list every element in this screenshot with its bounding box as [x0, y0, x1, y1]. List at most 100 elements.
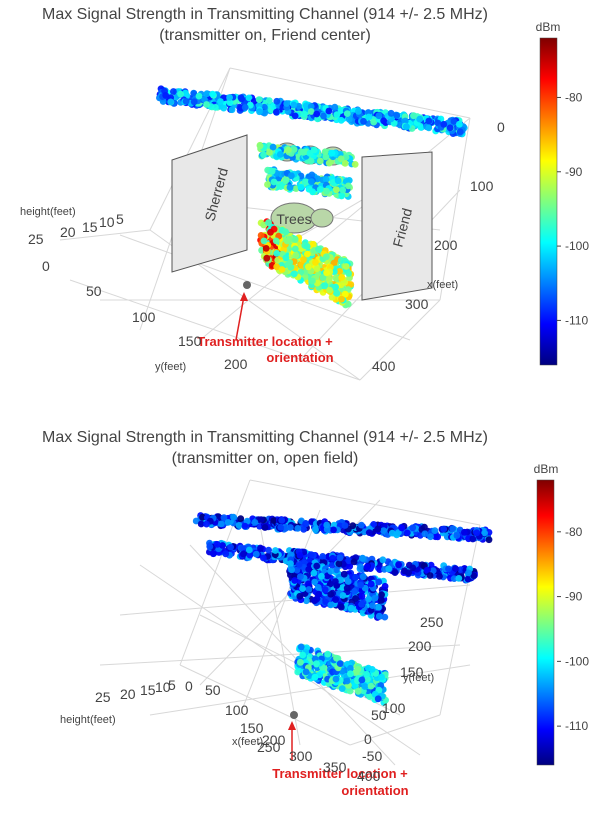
data-point [363, 670, 370, 678]
y-axis-title: y(feet) [155, 361, 186, 373]
data-point [305, 586, 313, 593]
data-point [283, 100, 291, 107]
data-point [310, 569, 318, 577]
colorbar-tick-label: -80 [565, 90, 583, 104]
data-point [219, 542, 227, 549]
data-point [357, 581, 365, 589]
annotation-line-1: Transmitter location + [272, 766, 408, 781]
data-point [297, 573, 304, 580]
data-point [251, 519, 259, 526]
data-point [332, 289, 340, 296]
data-point [308, 178, 315, 186]
extra-tick-label: 100 [225, 702, 249, 718]
data-point [421, 523, 428, 531]
data-point [347, 281, 355, 288]
data-point [212, 104, 219, 111]
data-point [337, 155, 345, 163]
data-point [316, 186, 324, 193]
data-point [288, 566, 295, 574]
data-point [401, 117, 409, 125]
data-point [295, 102, 303, 110]
data-point [456, 120, 463, 128]
data-point [270, 102, 277, 110]
data-point [167, 98, 175, 106]
x-axis-title: x(feet) [427, 279, 458, 291]
data-point [381, 613, 389, 621]
data-point [364, 675, 371, 683]
data-point [273, 250, 281, 257]
data-point [309, 277, 316, 285]
data-point [409, 524, 417, 532]
data-point [265, 97, 273, 105]
data-point [378, 591, 385, 599]
data-point [278, 516, 286, 524]
trees-label: Trees [276, 211, 311, 227]
data-point [300, 149, 307, 156]
arrowhead-icon [288, 721, 296, 730]
data-point [267, 228, 274, 236]
colorbar-tick-label: -100 [565, 239, 589, 253]
data-point [257, 544, 264, 552]
scatter3d-plot[interactable]: Sherrerd Friend Trees Transmitter locati… [0, 0, 600, 400]
data-point [299, 651, 307, 659]
data-point [425, 124, 433, 132]
data-point [464, 575, 472, 583]
colorbar-title: dBm [534, 462, 559, 476]
data-point [326, 286, 333, 294]
y-tick-label: -50 [362, 748, 382, 764]
z-tick-label: 25 [28, 231, 44, 247]
data-point [325, 276, 333, 283]
z-tick-label: 0 [185, 678, 193, 694]
data-point [387, 109, 395, 117]
data-point [338, 273, 346, 281]
z-tick-label: 20 [60, 224, 76, 240]
data-point [358, 600, 365, 608]
z-tick-label: 5 [116, 211, 124, 227]
data-point [395, 561, 402, 569]
data-point [403, 529, 411, 537]
x-tick-label: 200 [434, 237, 458, 253]
data-point [230, 513, 237, 521]
y-tick-label: 150 [178, 333, 202, 349]
data-point [302, 520, 309, 528]
data-point [359, 554, 366, 562]
x-axis-title: x(feet) [232, 736, 263, 748]
data-point [347, 670, 354, 678]
data-point [314, 584, 322, 591]
data-point [257, 516, 265, 523]
data-point [307, 157, 315, 165]
data-point [358, 592, 366, 600]
data-point [312, 525, 319, 533]
data-point [220, 104, 228, 112]
scatter3d-plot[interactable]: Transmitter location + orientation 25030… [0, 415, 600, 814]
data-point [341, 290, 349, 298]
data-point [307, 551, 315, 559]
colorbar-tick-label: -90 [565, 165, 583, 179]
data-point [329, 554, 337, 562]
data-point [465, 569, 472, 577]
z-axis-title: height(feet) [60, 714, 116, 726]
data-point [264, 181, 271, 188]
data-point [228, 106, 236, 114]
data-point [327, 567, 335, 575]
data-point [325, 107, 333, 115]
data-point [224, 519, 232, 526]
data-point [203, 101, 210, 108]
data-point [360, 117, 367, 125]
data-point [302, 178, 310, 186]
data-point [354, 666, 362, 673]
data-point [297, 643, 305, 651]
data-point [436, 573, 443, 580]
data-point [333, 111, 341, 119]
data-point [352, 574, 359, 581]
data-point [322, 598, 330, 606]
data-point [343, 584, 351, 592]
colorbar: dBm -80 -90 -100 -110 [534, 462, 589, 766]
data-point [332, 675, 340, 683]
data-point [347, 604, 355, 612]
z-tick-label: 20 [120, 686, 136, 702]
data-point [375, 578, 383, 586]
data-point [286, 184, 294, 191]
z-tick-label: 5 [168, 677, 176, 693]
data-point [316, 157, 324, 165]
